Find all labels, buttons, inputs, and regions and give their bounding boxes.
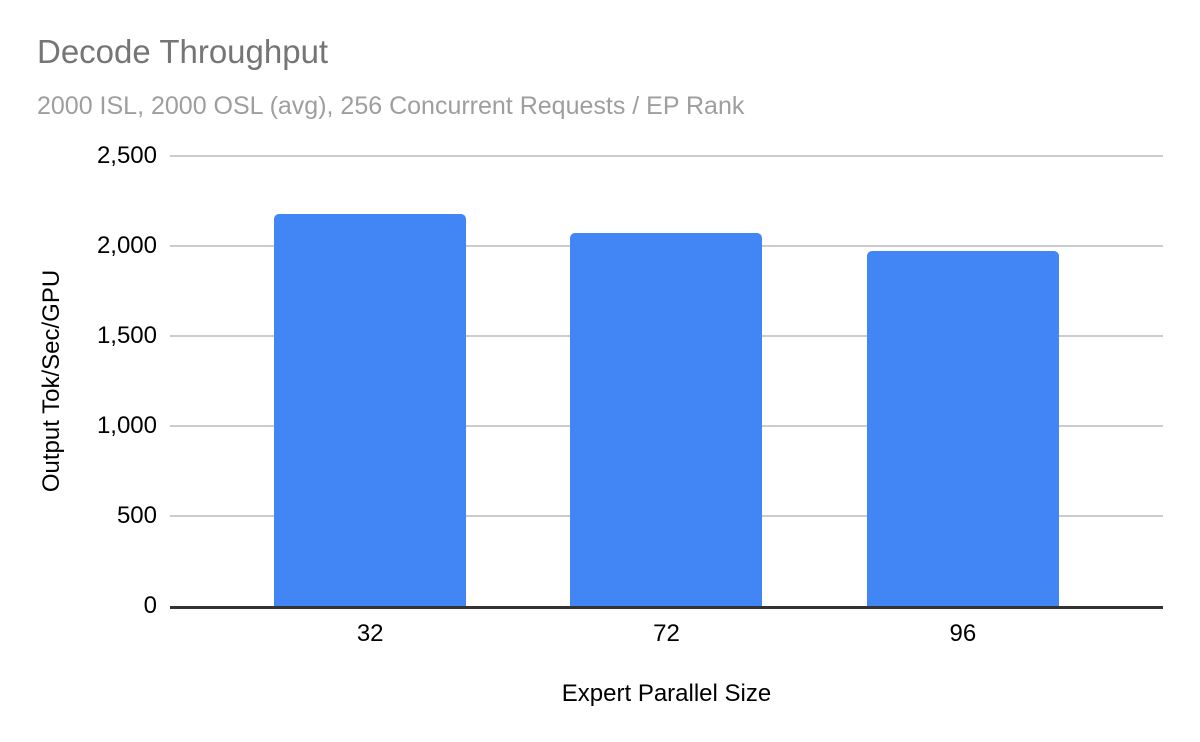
y-tick-label: 1,000: [96, 412, 157, 439]
y-tick-label: 0: [143, 592, 157, 619]
y-tick-label: 2,000: [96, 232, 157, 259]
bar-72: [570, 233, 763, 606]
gridline: [170, 155, 1163, 157]
y-tick-label: 1,500: [96, 322, 157, 349]
y-tick-label: 2,500: [96, 142, 157, 169]
bar-band: [222, 156, 518, 606]
chart-subtitle: 2000 ISL, 2000 OSL (avg), 256 Concurrent…: [37, 92, 745, 120]
bar-32: [274, 213, 467, 606]
x-tick-label: 96: [949, 620, 977, 647]
chart-title: Decode Throughput: [37, 33, 329, 70]
bars-row: [170, 156, 1163, 606]
bar-band: [518, 156, 814, 606]
x-axis-title: Expert Parallel Size: [561, 680, 772, 707]
bar-96: [866, 251, 1059, 606]
x-tick-label: 32: [356, 620, 384, 647]
y-tick-label: 500: [116, 502, 157, 529]
x-axis-line: [170, 606, 1163, 609]
x-axis-tick-labels: 32 72 96: [170, 621, 1163, 647]
x-tick-label: 72: [653, 620, 680, 647]
plot-area: [170, 155, 1163, 609]
y-axis-tick-labels: 0 500 1,000 1,500 2,000 2,500: [0, 143, 157, 619]
bar-band: [815, 156, 1111, 606]
